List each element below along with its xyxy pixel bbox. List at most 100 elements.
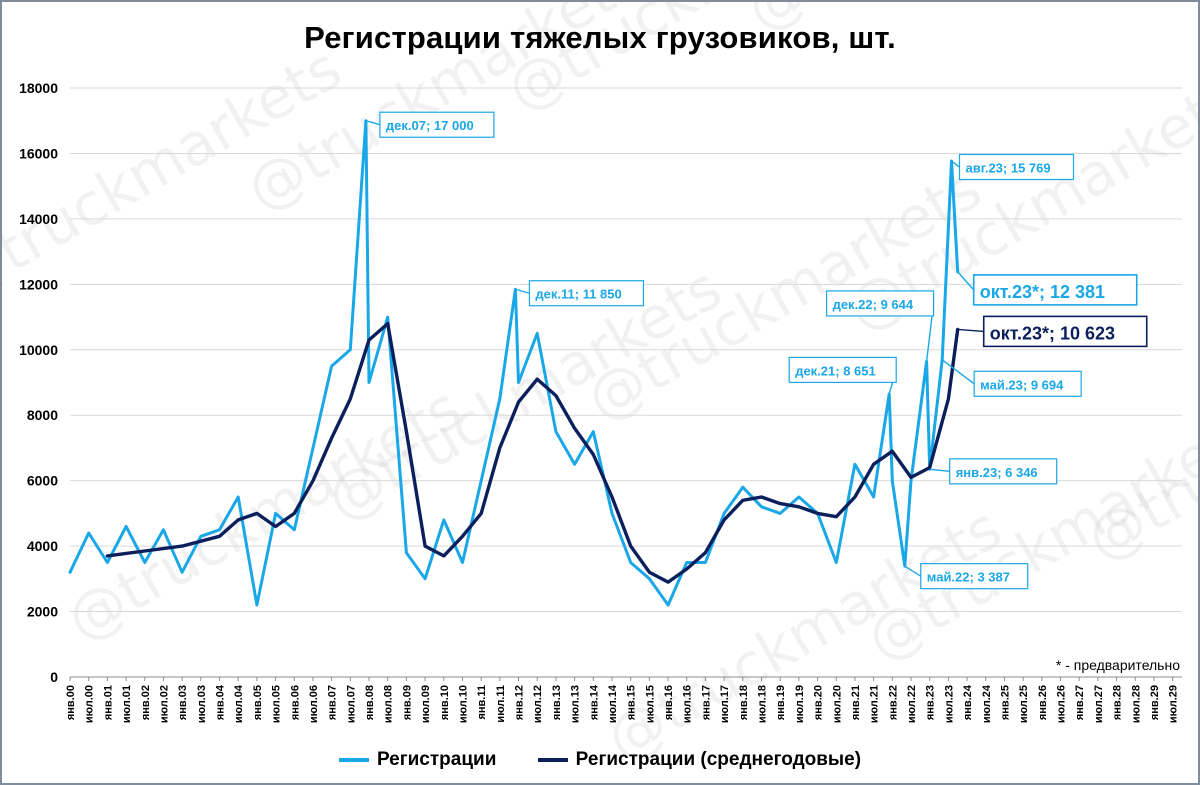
annotation-label: окт.23*; 12 381 <box>980 282 1105 302</box>
x-tick-label: июл.11 <box>495 685 507 723</box>
x-tick-label: июл.27 <box>1093 685 1105 723</box>
x-tick-label: июл.01 <box>121 685 133 723</box>
y-tick-label: 8000 <box>27 407 58 423</box>
y-tick-label: 6000 <box>27 473 58 489</box>
y-tick-label: 2000 <box>27 604 58 620</box>
legend-item-registrations: Регистрации <box>338 749 497 771</box>
annotation-leader <box>515 288 530 294</box>
legend-swatch-registrations <box>338 758 369 762</box>
x-tick-label: янв.06 <box>289 685 301 720</box>
x-tick-label: июл.24 <box>981 684 993 723</box>
x-tick-label: янв.00 <box>65 685 77 720</box>
x-tick-label: янв.27 <box>1074 685 1086 720</box>
x-tick-label: янв.21 <box>850 685 862 720</box>
annotation-box <box>788 356 897 384</box>
y-tick-label: 0 <box>50 669 58 685</box>
x-tick-label: янв.16 <box>663 685 675 720</box>
x-tick-label: янв.14 <box>588 684 600 720</box>
annotation-label: окт.23*; 10 623 <box>990 323 1115 343</box>
y-tick-label: 18000 <box>19 80 58 96</box>
x-tick-label: июл.20 <box>831 685 843 723</box>
annotation-box <box>972 274 1138 306</box>
x-tick-label: июл.06 <box>308 685 320 723</box>
x-tick-label: янв.10 <box>439 685 451 720</box>
annotation-box <box>973 370 1082 397</box>
annotation-label: авг.23; 15 769 <box>966 161 1051 176</box>
annotation-label: дек.07; 17 000 <box>386 118 474 133</box>
x-tick-label: июл.15 <box>644 685 656 723</box>
legend-swatch-average <box>537 758 568 762</box>
y-tick-label: 12000 <box>19 276 58 292</box>
annotation-leader <box>957 271 975 291</box>
annotation-box <box>920 563 1029 590</box>
series-line-registrations <box>68 119 960 607</box>
x-tick-label: июл.22 <box>906 685 918 723</box>
y-tick-label: 10000 <box>19 342 58 358</box>
annotation-leader <box>957 328 984 333</box>
x-tick-label: июл.28 <box>1130 685 1142 723</box>
x-tick-label: июл.21 <box>869 685 881 723</box>
x-tick-label: июл.17 <box>719 685 731 723</box>
x-tick-label: июл.09 <box>420 685 432 723</box>
x-tick-label: июл.16 <box>682 685 694 723</box>
annotation-box <box>825 290 935 317</box>
x-tick-label: янв.11 <box>476 685 488 720</box>
annotations: дек.07; 17 000 дек.11; 11 850 дек.21; 8 65… <box>365 111 1148 590</box>
axes: 0 2000 4000 6000 8000 10000 12000 14000 16000 180… <box>19 80 1180 723</box>
x-tick-label: июл.13 <box>570 685 582 723</box>
watermark-text: @truckmarkets <box>55 374 473 654</box>
series-line-average <box>105 321 960 584</box>
x-tick-label: июл.14 <box>607 684 619 723</box>
x-tick-label: янв.07 <box>327 685 339 720</box>
x-tick-label: янв.20 <box>813 685 825 720</box>
x-tick-label: янв.01 <box>102 685 114 720</box>
annotation-label: дек.21; 8 651 <box>795 363 876 378</box>
x-tick-label: янв.18 <box>738 685 750 720</box>
x-tick-label: янв.09 <box>401 685 413 720</box>
legend-label-average: Регистрации (среднегодовые) <box>575 749 862 770</box>
x-tick-label: июл.12 <box>532 685 544 723</box>
annotation-label: янв.23; 6 346 <box>956 465 1038 480</box>
x-tick-label: июл.03 <box>196 685 208 723</box>
annotation-label: дек.22; 9 644 <box>833 297 914 312</box>
x-tick-label: июл.26 <box>1056 685 1068 723</box>
legend-label-registrations: Регистрации <box>376 749 497 770</box>
x-tick-label: янв.22 <box>887 685 899 720</box>
y-tick-label: 16000 <box>19 145 58 161</box>
chart-title: Регистрации тяжелых грузовиков, шт. <box>304 20 896 55</box>
x-tick-label: янв.12 <box>514 685 526 720</box>
y-tick-label: 14000 <box>19 211 58 227</box>
annotation-box <box>379 111 495 138</box>
annotation-leader <box>929 468 950 473</box>
x-tick-label: янв.05 <box>252 685 264 720</box>
x-tick-label: янв.25 <box>999 685 1011 720</box>
x-tick-label: июл.29 <box>1168 685 1180 723</box>
x-tick-label: янв.28 <box>1112 685 1124 720</box>
x-tick-label: янв.13 <box>551 685 563 720</box>
x-tick-label: янв.23 <box>925 685 937 720</box>
annotation-leader <box>951 160 960 168</box>
x-tick-label: янв.26 <box>1037 685 1049 720</box>
x-tick-label: янв.15 <box>626 685 638 720</box>
annotation-box <box>949 458 1058 485</box>
legend: Регистрации Регистрации (среднегодовые) <box>2 746 1198 771</box>
x-tick-label: июл.23 <box>943 685 955 723</box>
x-tick-label: янв.19 <box>775 685 787 720</box>
y-tick-label: 4000 <box>27 538 58 554</box>
x-tick-label: июл.00 <box>84 685 96 723</box>
x-tick-label: июл.05 <box>271 685 283 723</box>
x-tick-label: июл.07 <box>345 685 357 723</box>
x-tick-label: янв.17 <box>700 685 712 720</box>
x-tick-label: июл.25 <box>1018 685 1030 723</box>
annotation-leader <box>365 120 381 126</box>
footnote: * - предварительно <box>1055 657 1180 673</box>
x-tick-label: июл.19 <box>794 685 806 723</box>
x-tick-label: июл.10 <box>457 685 469 723</box>
annotation-label: дек.11; 11 850 <box>535 287 621 302</box>
x-tick-label: янв.04 <box>215 684 227 720</box>
x-tick-label: янв.03 <box>177 685 189 720</box>
annotation-label: май.22; 3 387 <box>927 570 1010 585</box>
x-tick-label: июл.04 <box>233 684 245 723</box>
